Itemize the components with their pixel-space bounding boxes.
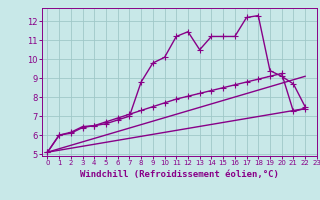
X-axis label: Windchill (Refroidissement éolien,°C): Windchill (Refroidissement éolien,°C) [80, 170, 279, 179]
